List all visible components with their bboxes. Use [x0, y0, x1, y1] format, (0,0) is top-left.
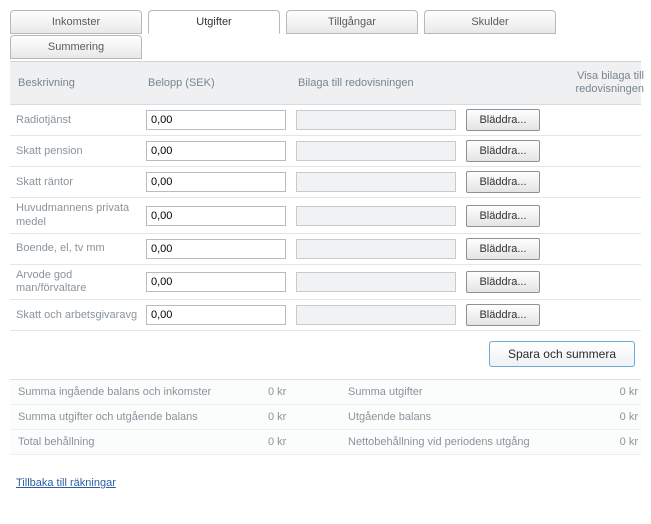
attachment-display: [296, 239, 456, 259]
summary-label: Utgående balans: [348, 411, 568, 423]
attachment-display: [296, 272, 456, 292]
tab-skulder[interactable]: Skulder: [424, 10, 556, 34]
summary-value: 0 kr: [268, 436, 348, 448]
summary-value: 0 kr: [568, 436, 638, 448]
amount-input[interactable]: [146, 206, 286, 226]
summary-value: 0 kr: [268, 386, 348, 398]
table-row: Skatt pension Bläddra...: [10, 136, 641, 167]
amount-input[interactable]: [146, 305, 286, 325]
browse-button[interactable]: Bläddra...: [466, 304, 540, 326]
table-row: Arvode god man/förvaltare Bläddra...: [10, 265, 641, 300]
summary-value: 0 kr: [268, 411, 348, 423]
row-desc: Huvudmannens privata medel: [16, 202, 146, 228]
summary-row: Total behållning0 krNettobehållning vid …: [10, 430, 641, 455]
attachment-display: [296, 141, 456, 161]
table-row: Boende, el, tv mm Bläddra...: [10, 234, 641, 265]
browse-button[interactable]: Bläddra...: [466, 140, 540, 162]
row-desc: Skatt pension: [16, 145, 146, 158]
summary-row: Summa utgifter och utgående balans0 krUt…: [10, 405, 641, 430]
amount-input[interactable]: [146, 172, 286, 192]
tab-tillgångar[interactable]: Tillgångar: [286, 10, 418, 34]
amount-input[interactable]: [146, 239, 286, 259]
col-desc: Beskrivning: [16, 75, 146, 91]
summary-row: Summa ingående balans och inkomster0 krS…: [10, 380, 641, 405]
attachment-display: [296, 206, 456, 226]
col-amount: Belopp (SEK): [146, 75, 296, 91]
table-row: Skatt och arbetsgivaravg Bläddra...: [10, 300, 641, 331]
row-desc: Arvode god man/förvaltare: [16, 269, 146, 295]
browse-button[interactable]: Bläddra...: [466, 109, 540, 131]
summary-label: Summa utgifter: [348, 386, 568, 398]
row-desc: Radiotjänst: [16, 114, 146, 127]
amount-input[interactable]: [146, 110, 286, 130]
attachment-display: [296, 172, 456, 192]
amount-input[interactable]: [146, 272, 286, 292]
tab-utgifter[interactable]: Utgifter: [148, 10, 280, 34]
col-attachment: Bilaga till redovisningen: [296, 75, 466, 91]
row-desc: Skatt och arbetsgivaravg: [16, 309, 146, 322]
summary-label: Total behållning: [18, 436, 268, 448]
summary-value: 0 kr: [568, 386, 638, 398]
col-show: Visa bilaga till redovisningen: [546, 68, 646, 98]
browse-button[interactable]: Bläddra...: [466, 238, 540, 260]
row-desc: Skatt räntor: [16, 176, 146, 189]
summary-label: Nettobehållning vid periodens utgång: [348, 436, 568, 448]
table-row: Huvudmannens privata medel Bläddra...: [10, 198, 641, 233]
tab-summering[interactable]: Summering: [10, 35, 142, 59]
browse-button[interactable]: Bläddra...: [466, 205, 540, 227]
save-and-sum-button[interactable]: Spara och summera: [489, 341, 635, 367]
table-header: Beskrivning Belopp (SEK) Bilaga till red…: [10, 62, 641, 105]
summary-label: Summa ingående balans och inkomster: [18, 386, 268, 398]
summary-label: Summa utgifter och utgående balans: [18, 411, 268, 423]
row-desc: Boende, el, tv mm: [16, 242, 146, 255]
tab-inkomster[interactable]: Inkomster: [10, 10, 142, 34]
browse-button[interactable]: Bläddra...: [466, 271, 540, 293]
back-to-bills-link[interactable]: Tillbaka till räkningar: [16, 477, 116, 489]
table-row: Skatt räntor Bläddra...: [10, 167, 641, 198]
summary-value: 0 kr: [568, 411, 638, 423]
attachment-display: [296, 305, 456, 325]
table-row: Radiotjänst Bläddra...: [10, 105, 641, 136]
amount-input[interactable]: [146, 141, 286, 161]
browse-button[interactable]: Bläddra...: [466, 171, 540, 193]
attachment-display: [296, 110, 456, 130]
